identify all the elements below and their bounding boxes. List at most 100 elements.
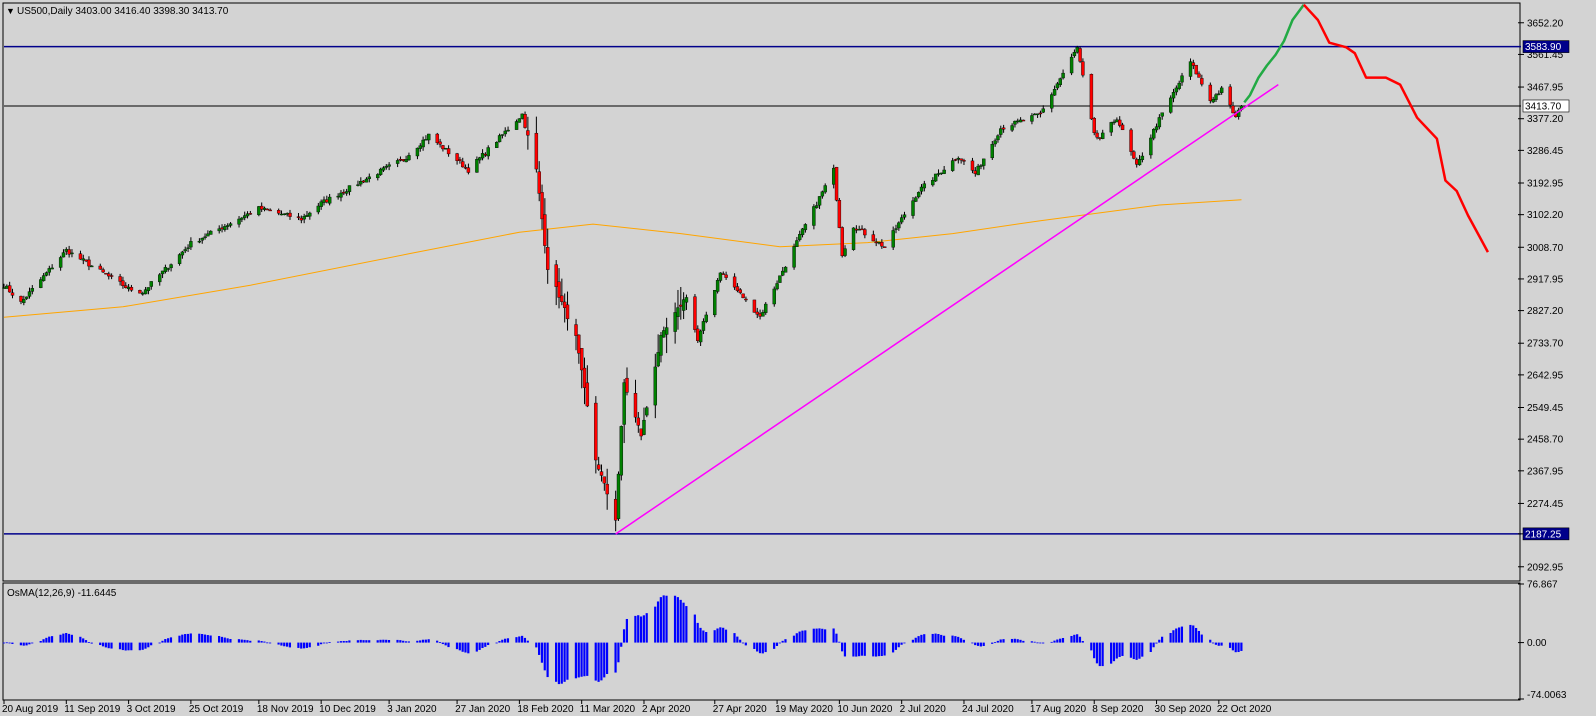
candle-body: [891, 230, 895, 248]
current-price-tag-box: [1522, 99, 1570, 113]
candle-body: [1021, 119, 1026, 122]
candle-body: [98, 265, 102, 270]
candle-body: [478, 157, 482, 161]
candle-body: [217, 228, 221, 232]
osma-plot: [2, 595, 1243, 685]
candle-body: [693, 296, 697, 330]
candle-body: [1171, 92, 1176, 99]
candle-body: [560, 295, 564, 302]
candle-body: [461, 161, 465, 168]
time-tick-label: 25 Oct 2019: [189, 704, 244, 715]
osma-bar: [841, 642, 844, 652]
osma-bar: [1237, 642, 1240, 653]
osma-bar: [739, 639, 742, 643]
oscillator-panel-frame: [2, 582, 1521, 701]
osma-bar: [622, 629, 626, 643]
candle-body: [613, 498, 618, 521]
candle-body: [483, 154, 488, 156]
candle-body: [7, 285, 12, 293]
osma-bar: [931, 633, 934, 643]
candle-body: [834, 166, 839, 201]
candle-body: [404, 159, 408, 163]
osma-bar: [979, 642, 982, 647]
candle-body: [407, 155, 411, 161]
candle-body: [220, 227, 224, 230]
osma-bar: [382, 639, 385, 643]
time-tick-label: 3 Oct 2019: [127, 704, 176, 715]
osma-bar: [416, 640, 419, 643]
osma-bar: [1022, 640, 1025, 643]
candle-body: [302, 216, 306, 220]
candle-body: [39, 279, 43, 288]
osma-bar: [444, 642, 447, 646]
candle-body: [200, 237, 204, 241]
candle-body: [226, 225, 230, 227]
candle-body: [84, 259, 88, 262]
osma-bar: [484, 642, 487, 647]
osma-bar: [342, 640, 345, 643]
osma-bar: [169, 637, 173, 643]
candle-body: [421, 139, 425, 148]
dropdown-triangle-icon[interactable]: ▼: [6, 6, 15, 16]
osma-bar: [138, 642, 141, 651]
candle-body: [931, 180, 935, 186]
candle-body: [438, 141, 442, 145]
candle-body: [979, 165, 983, 167]
osma-bar: [560, 642, 563, 684]
candle-body: [1180, 75, 1184, 83]
candle-body: [90, 265, 94, 268]
candle-body: [523, 114, 527, 128]
osma-bar: [620, 642, 623, 647]
candle-body: [319, 201, 323, 207]
candle-body: [840, 227, 844, 257]
candle-body: [755, 311, 759, 315]
candle-body: [1016, 120, 1020, 123]
osma-bar: [821, 628, 824, 643]
osma-bar: [481, 642, 484, 649]
candle-body: [169, 264, 173, 269]
candle-body: [704, 314, 708, 322]
time-axis: 20 Aug 2019 11 Sep 2019 3 Oct 2019 25 Oct 2…: [2, 700, 1272, 715]
osma-bar: [1115, 642, 1118, 659]
candle-body: [160, 270, 165, 275]
candle-body: [684, 297, 689, 303]
osma-bar: [699, 627, 702, 643]
price-axis: 3652.20 3561.45 3467.95 3377.20 3286.45 3192.…: [1518, 18, 1570, 573]
candle-body: [367, 176, 371, 180]
price-tick-label: 2827.20: [1527, 306, 1564, 317]
candle-body: [1010, 125, 1014, 131]
candle-body: [735, 286, 740, 291]
candle-body: [664, 327, 669, 335]
candle-body: [1013, 120, 1017, 125]
candle-body: [78, 253, 83, 260]
osma-bar: [1129, 642, 1133, 658]
price-tick-label: 3377.20: [1527, 114, 1564, 125]
osma-bar: [838, 641, 841, 643]
candle-body: [554, 264, 558, 287]
candle-body: [914, 197, 918, 202]
candle-body: [22, 299, 26, 303]
candle-body: [758, 313, 762, 317]
candle-body: [296, 216, 301, 218]
osma-bar: [818, 628, 821, 643]
candle-body: [2, 287, 6, 289]
osma-bar: [656, 601, 660, 643]
osma-bar: [59, 634, 62, 643]
candle-body: [1200, 78, 1204, 85]
osma-bar: [756, 642, 759, 652]
candle-body: [800, 228, 805, 235]
osma-bar: [67, 633, 71, 643]
osma-bar: [319, 642, 323, 645]
candle-body: [124, 285, 128, 288]
candle-body: [101, 269, 105, 273]
candle-body: [698, 330, 703, 343]
osma-bar: [164, 639, 167, 643]
osma-bar: [268, 642, 272, 644]
candle-body: [104, 272, 108, 275]
candle-body: [933, 173, 938, 182]
osma-bar: [784, 639, 787, 643]
candle-body: [1075, 47, 1079, 53]
candle-body: [441, 145, 445, 150]
candle-body: [681, 299, 686, 311]
candle-body: [1132, 151, 1136, 159]
